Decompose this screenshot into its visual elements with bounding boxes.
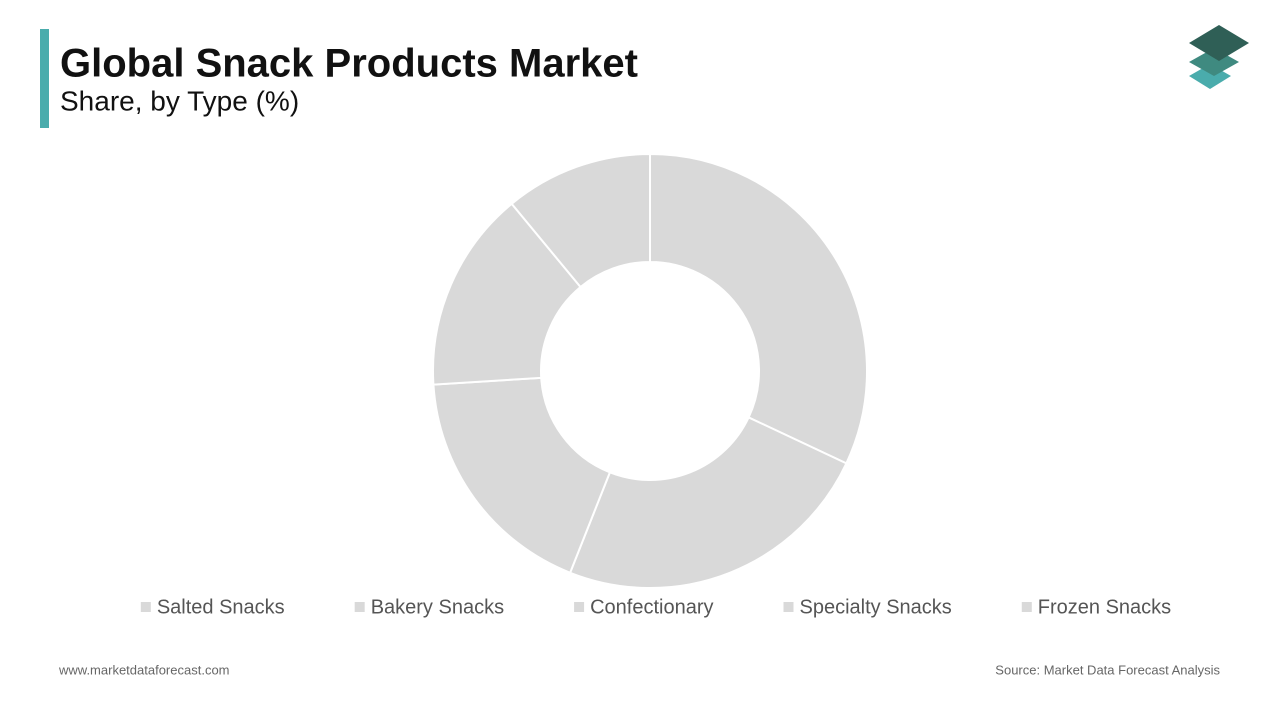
legend-swatch bbox=[354, 602, 365, 612]
slice bbox=[510, 152, 651, 289]
legend-swatch bbox=[574, 602, 585, 612]
footer-website: www.marketdataforecast.com bbox=[58, 662, 230, 677]
legend-label: Specialty Snacks bbox=[799, 596, 951, 618]
chart-title: Global Snack Products Market bbox=[60, 42, 638, 86]
footer-source: Source: Market Data Forecast Analysis bbox=[995, 662, 1220, 677]
logo bbox=[1189, 25, 1249, 89]
title-accent bbox=[40, 29, 49, 128]
slice bbox=[568, 416, 848, 589]
legend-label: Confectionary bbox=[590, 596, 713, 618]
legend-label: Bakery Snacks bbox=[371, 596, 504, 618]
slice bbox=[432, 202, 582, 386]
legend-swatch bbox=[1021, 602, 1032, 612]
legend: Salted Snacks Bakery Snacks Confectionary S… bbox=[140, 596, 1171, 618]
legend-label: Frozen Snacks bbox=[1038, 596, 1171, 618]
legend-swatch bbox=[140, 602, 151, 612]
slice bbox=[649, 152, 868, 465]
legend-label: Salted Snacks bbox=[157, 596, 285, 618]
legend-swatch bbox=[783, 602, 794, 612]
slice bbox=[432, 376, 612, 575]
chart-subtitle: Share, by Type (%) bbox=[60, 85, 299, 116]
